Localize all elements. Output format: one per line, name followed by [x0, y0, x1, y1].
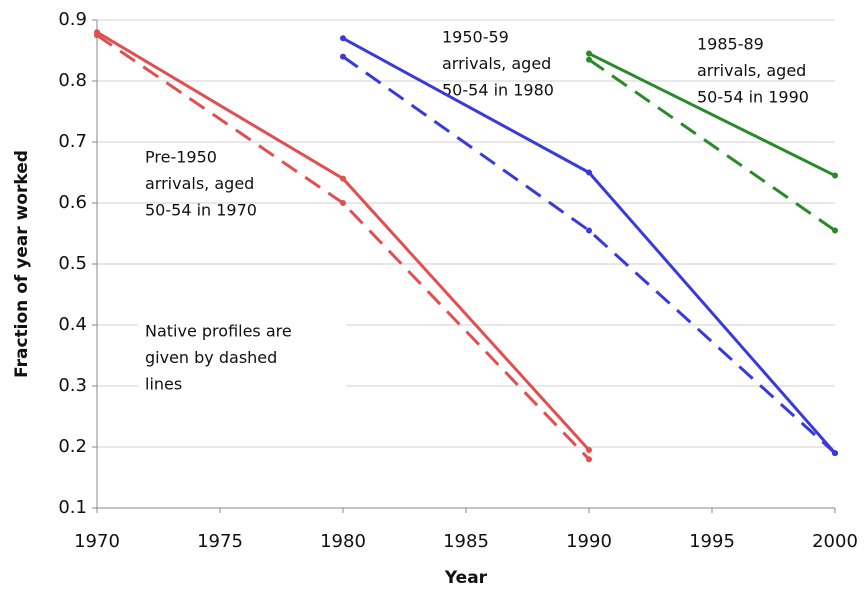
series-line [342, 55, 837, 455]
point [340, 200, 346, 206]
point [586, 456, 592, 463]
x-tick-label: 1990 [566, 531, 612, 552]
point [832, 172, 838, 179]
y-axis-title: Fraction of year worked [12, 150, 32, 378]
annotation: Native profiles are [145, 322, 292, 341]
annotation: 50-54 in 1970 [145, 201, 257, 220]
annotation: 50-54 in 1980 [442, 81, 554, 100]
x-tick-label: 2000 [812, 531, 858, 552]
y-tick-label: 0.6 [58, 192, 87, 213]
x-tick-label: 1985 [443, 531, 489, 552]
point [832, 450, 838, 457]
annotation: 1950-59 [442, 28, 509, 47]
point [586, 50, 592, 57]
point [586, 56, 592, 63]
point [94, 32, 100, 39]
x-tick-label: 1995 [689, 531, 735, 552]
x-axis-title: Year [444, 568, 488, 588]
y-tick-label: 0.9 [58, 9, 87, 30]
annotation: lines [145, 375, 182, 394]
annotation: Pre-1950 [145, 148, 217, 167]
series-line [588, 58, 836, 232]
y-tick-label: 0.2 [58, 436, 87, 457]
y-tick-label: 0.3 [58, 375, 87, 396]
annotation: arrivals, aged [697, 61, 806, 80]
point [340, 175, 346, 182]
y-tick-label: 0.5 [58, 253, 87, 274]
y-tick-label: 0.4 [58, 314, 87, 335]
annotation: 50-54 in 1990 [697, 88, 809, 107]
y-tick-label: 0.7 [58, 131, 87, 152]
point [586, 227, 592, 234]
x-tick-label: 1970 [74, 531, 120, 552]
point [832, 227, 838, 234]
annotation: arrivals, aged [145, 174, 254, 193]
x-tick-label: 1980 [320, 531, 366, 552]
y-tick-label: 0.8 [58, 70, 87, 91]
point [340, 53, 346, 60]
point [340, 35, 346, 42]
annotation: arrivals, aged [442, 54, 551, 73]
note-box [138, 312, 346, 394]
series-line [588, 52, 836, 177]
annotation: 1985-89 [697, 35, 764, 54]
point [586, 447, 592, 454]
x-tick-label: 1975 [197, 531, 243, 552]
y-tick-label: 0.1 [58, 497, 87, 518]
point [586, 169, 592, 176]
annotation: given by dashed [145, 348, 277, 367]
